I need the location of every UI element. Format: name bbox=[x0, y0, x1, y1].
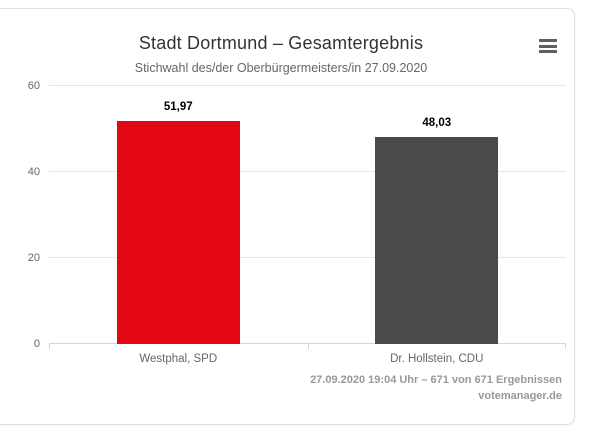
y-axis-tick-label: 60 bbox=[27, 80, 40, 92]
gridline bbox=[49, 257, 566, 258]
bar-Westphal, SPD[interactable] bbox=[116, 120, 240, 344]
bar-value-label: 48,03 bbox=[422, 117, 452, 130]
gridline bbox=[49, 85, 566, 86]
x-axis-tick bbox=[307, 343, 309, 349]
chart-footer: 27.09.2020 19:04 Uhr – 671 von 671 Ergeb… bbox=[310, 372, 562, 404]
hamburger-icon bbox=[539, 44, 557, 48]
credits-link[interactable]: votemanager.de bbox=[478, 390, 562, 402]
chart-subtitle: Stichwahl des/der Oberbürgermeisters/in … bbox=[134, 61, 428, 75]
y-axis-tick-label: 40 bbox=[27, 166, 40, 178]
chart-header: Stadt Dortmund – Gesamtergebnis Stichwah… bbox=[0, 9, 574, 75]
plot-area: 0 20 40 60 51,97 Westphal, SPD 48,03 Dr. Hollst… bbox=[28, 80, 566, 365]
y-axis-tick-label: 20 bbox=[27, 252, 40, 264]
x-axis-tick bbox=[49, 343, 50, 349]
chart-title: Stadt Dortmund – Gesamtergebnis bbox=[138, 33, 424, 53]
result-status-text: 27.09.2020 19:04 Uhr – 671 von 671 Ergeb… bbox=[310, 374, 562, 386]
y-axis-tick-label: 0 bbox=[33, 338, 40, 350]
x-axis-tick bbox=[565, 343, 566, 349]
gridline bbox=[49, 171, 566, 172]
bar-Dr. Hollstein, CDU[interactable] bbox=[375, 137, 499, 344]
chart-card: Stadt Dortmund – Gesamtergebnis Stichwah… bbox=[0, 8, 575, 425]
category-label: Westphal, SPD bbox=[139, 353, 218, 365]
bar-value-label: 51,97 bbox=[163, 100, 193, 113]
hamburger-icon bbox=[539, 50, 557, 53]
chart-menu-button[interactable] bbox=[536, 36, 560, 58]
hamburger-icon bbox=[539, 39, 557, 42]
category-label: Dr. Hollstein, CDU bbox=[390, 353, 484, 365]
